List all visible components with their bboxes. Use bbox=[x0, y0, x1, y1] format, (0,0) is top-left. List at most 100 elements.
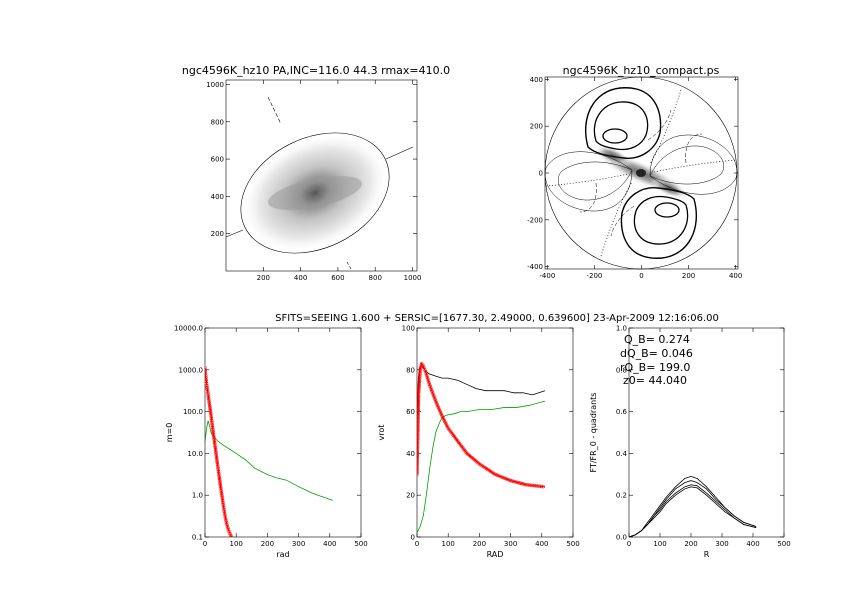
vrot-curve-series-point bbox=[438, 410, 443, 415]
vrot-curve-series-point bbox=[430, 389, 434, 393]
vrot-curve-series-point bbox=[417, 379, 422, 384]
galaxy-image-title: ngc4596K_hz10 PA,INC=116.0 44.3 rmax=410… bbox=[182, 64, 450, 77]
vrot-curve-ylabel: vrot bbox=[377, 425, 386, 441]
m0-profile-series-point bbox=[209, 418, 214, 423]
z0-value: z0= 44.040 bbox=[623, 374, 687, 387]
m0-profile-series-point bbox=[215, 457, 219, 461]
m0-profile-series-point bbox=[213, 447, 218, 451]
vrot-curve-series-point bbox=[538, 484, 542, 489]
vrot-curve-series-point bbox=[417, 378, 422, 382]
qb-quadrants-ytick-label: 1.0 bbox=[616, 325, 627, 333]
m0-profile-series-point bbox=[210, 423, 215, 428]
m0-profile-series-point bbox=[212, 437, 216, 441]
m0-profile-series-point bbox=[217, 475, 222, 479]
vrot-curve-series-point bbox=[499, 475, 503, 479]
m0-profile-series-point bbox=[209, 415, 213, 419]
vrot-curve-series-point bbox=[419, 363, 424, 367]
m0-profile-series-point bbox=[205, 377, 208, 382]
m0-profile-series-point bbox=[210, 422, 214, 426]
vrot-curve-series-point bbox=[513, 480, 518, 484]
vrot-curve-series-point bbox=[511, 479, 516, 484]
vrot-curve-ytick-label: 40 bbox=[406, 450, 415, 458]
galaxy-image-xtick-label: 400 bbox=[294, 274, 307, 282]
fit-ellipse bbox=[240, 132, 390, 254]
m0-profile-series-point bbox=[222, 509, 227, 514]
m0-profile-series-point bbox=[205, 381, 209, 386]
vrot-curve-series-point bbox=[417, 391, 421, 395]
m0-profile-series-point bbox=[214, 454, 219, 458]
m0-profile-series-point bbox=[224, 520, 229, 525]
qb-quadrants-ytick-label: 0.8 bbox=[616, 366, 627, 374]
m0-profile-series-point bbox=[219, 490, 224, 494]
fit-banner: SFITS=SEEING 1.600 + SERSIC=[1677.30, 2.… bbox=[275, 313, 719, 324]
vrot-curve-series-point bbox=[536, 484, 540, 488]
vrot-curve-series-point bbox=[435, 402, 439, 407]
qb-quadrants-xtick-label: 400 bbox=[746, 540, 759, 548]
m0-profile-series-point bbox=[218, 483, 223, 487]
m0-profile-series-point bbox=[205, 372, 208, 376]
vrot-curve-series-point bbox=[432, 396, 437, 400]
minor-axis-line-bottom bbox=[346, 261, 352, 270]
vrot-curve-series-point bbox=[429, 387, 434, 392]
qb-quadrants-xlabel: R bbox=[704, 550, 710, 559]
vrot-curve-series-point bbox=[436, 404, 440, 408]
m0-profile-series-point bbox=[226, 527, 231, 532]
m0-profile-series-point bbox=[218, 484, 223, 489]
m0-profile-series-point bbox=[211, 434, 216, 438]
force-map-ytick-label: -200 bbox=[527, 216, 543, 224]
m0-profile-series-point bbox=[209, 413, 213, 417]
vrot-curve-series-point bbox=[519, 481, 524, 486]
m0-profile-series-point bbox=[213, 442, 217, 446]
m0-profile-series-point bbox=[221, 500, 225, 505]
vrot-curve-ytick-label: 80 bbox=[406, 366, 415, 374]
m0-profile-series-point bbox=[208, 406, 212, 411]
m0-profile-series-point bbox=[205, 389, 210, 393]
contour-lower-core bbox=[654, 202, 680, 218]
m0-profile-series-point bbox=[210, 425, 215, 430]
vrot-curve-xtick-label: 100 bbox=[442, 540, 455, 548]
vrot-curve-series-point bbox=[505, 477, 510, 482]
qb-quadrants-xtick-label: 300 bbox=[715, 540, 728, 548]
m0-profile-series-point bbox=[205, 373, 208, 378]
m0-profile-series-line bbox=[205, 368, 233, 537]
m0-profile-frame bbox=[204, 327, 362, 538]
vrot-curve-series-point bbox=[438, 409, 442, 413]
contour-right-thin bbox=[649, 145, 724, 185]
m0-profile-series-point bbox=[214, 455, 219, 460]
qb-quadrants-series-line bbox=[629, 480, 757, 537]
m0-profile-ytick-label: 100.0 bbox=[183, 408, 203, 416]
vrot-curve-series-point bbox=[521, 482, 525, 486]
m0-profile-series-point bbox=[218, 481, 222, 486]
vrot-curve-series-point bbox=[418, 368, 422, 372]
vrot-curve-series-point bbox=[427, 382, 432, 387]
m0-profile-series-point bbox=[205, 375, 208, 380]
vrot-curve-series-point bbox=[426, 379, 431, 383]
vrot-curve-series-point bbox=[437, 407, 441, 412]
m0-profile-series-point bbox=[215, 459, 219, 463]
contour-dotted-2 bbox=[653, 159, 737, 173]
m0-profile-series-point bbox=[217, 478, 222, 482]
contour-dashed-2 bbox=[685, 133, 703, 164]
vrot-curve-series-point bbox=[425, 375, 430, 380]
vrot-curve-series-point bbox=[527, 483, 532, 487]
galaxy-image-xtick-label: 800 bbox=[369, 274, 382, 282]
vrot-curve-series-point bbox=[417, 384, 421, 389]
galaxy-image-xtick-label: 600 bbox=[331, 274, 344, 282]
m0-profile-series-point bbox=[219, 491, 224, 496]
vrot-curve-series-point bbox=[434, 401, 439, 405]
m0-profile-series-point bbox=[220, 498, 225, 503]
vrot-curve-ytick-label: 20 bbox=[406, 492, 415, 500]
m0-profile-series-point bbox=[205, 387, 210, 392]
m0-profile-series-point bbox=[213, 444, 217, 448]
vrot-curve-series-point bbox=[541, 484, 545, 489]
qb-quadrants-series-group bbox=[629, 475, 757, 537]
qb-quadrants-xtick-label: 200 bbox=[684, 540, 697, 548]
galaxy-image-xtick-label: 200 bbox=[257, 274, 270, 282]
m0-profile-series-point bbox=[221, 504, 226, 508]
m0-profile-series-point bbox=[207, 403, 212, 408]
m0-profile-series-point bbox=[205, 383, 209, 388]
m0-profile-series-point bbox=[206, 396, 211, 401]
m0-profile-xtick-label: 100 bbox=[230, 540, 243, 548]
vrot-curve-series-point bbox=[427, 380, 431, 385]
m0-profile-series-point bbox=[211, 427, 215, 431]
